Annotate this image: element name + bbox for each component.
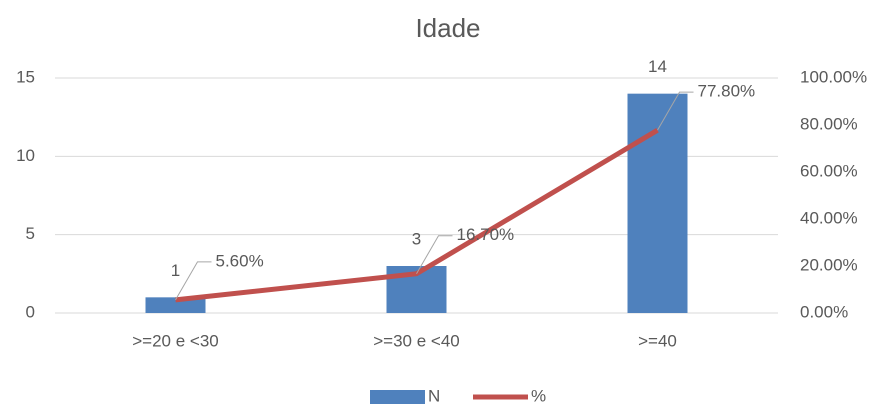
legend-label: N: [428, 386, 440, 405]
y2-tick-label: 20.00%: [800, 255, 858, 274]
leader-line: [657, 91, 694, 131]
y2-tick-label: 80.00%: [800, 114, 858, 133]
bar-value-label: 3: [412, 229, 421, 248]
line: [175, 128, 659, 303]
chart-title: Idade: [415, 13, 480, 43]
y-tick-label: 10: [16, 146, 35, 165]
leader-line: [416, 235, 453, 275]
bar-value-label: 1: [171, 261, 180, 280]
y2-tick-label: 60.00%: [800, 161, 858, 180]
line-value-label: 5.60%: [216, 251, 264, 270]
x-tick-label: >=40: [638, 331, 677, 350]
y2-tick-label: 40.00%: [800, 208, 858, 227]
y2-tick-label: 0.00%: [800, 302, 848, 321]
bar: [145, 297, 206, 313]
y2-tick-label: 100.00%: [800, 67, 867, 86]
line-value-label: 16.70%: [457, 225, 515, 244]
bar: [627, 93, 688, 314]
x-tick-label: >=20 e <30: [132, 331, 219, 350]
legend-label: %: [531, 386, 546, 405]
bar-value-label: 14: [648, 57, 667, 76]
y-tick-label: 15: [16, 67, 35, 86]
y-tick-label: 0: [26, 302, 35, 321]
leader-line: [175, 261, 212, 301]
y-tick-label: 5: [26, 224, 35, 243]
x-tick-label: >=30 e <40: [373, 331, 460, 350]
legend-swatch: [370, 390, 425, 404]
line-value-label: 77.80%: [698, 82, 756, 101]
